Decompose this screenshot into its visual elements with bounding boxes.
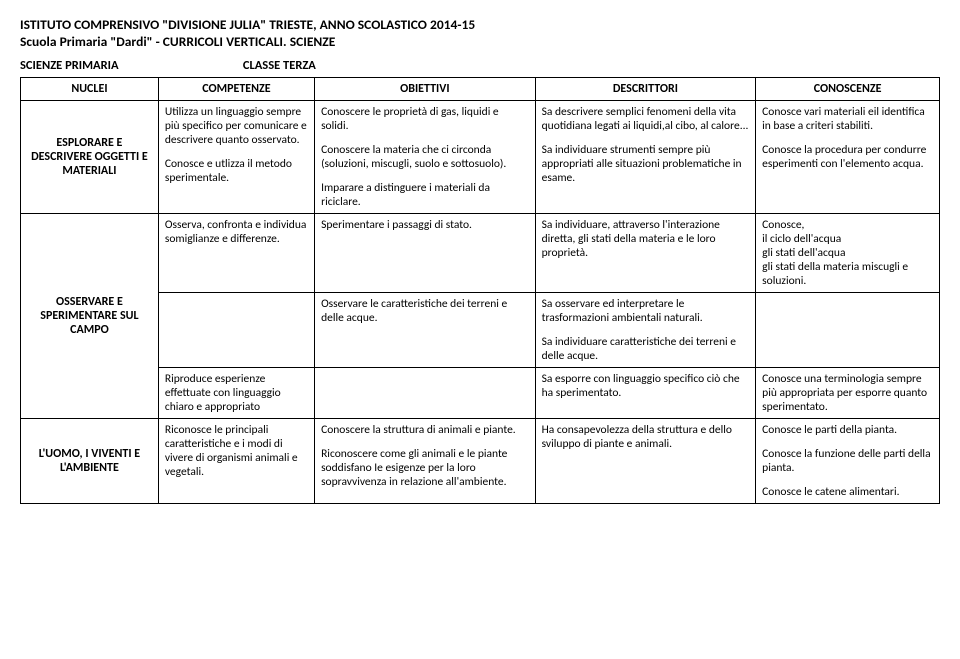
- obiettivi-cell: [315, 368, 536, 419]
- cell-text: Sa individuare caratteristiche dei terre…: [542, 335, 750, 363]
- curriculum-table: NUCLEI COMPETENZE OBIETTIVI DESCRITTORI …: [20, 77, 940, 504]
- descrittori-cell: Sa esporre con linguaggio specifico ciò …: [535, 368, 756, 419]
- descrittori-cell: Sa individuare, attraverso l'interazione…: [535, 214, 756, 293]
- th-descrittori: DESCRITTORI: [535, 78, 756, 101]
- competenze-cell: Riproduce esperienze effettuate con ling…: [158, 368, 314, 419]
- subheader: SCIENZE PRIMARIA CLASSE TERZA: [20, 58, 940, 73]
- cell-text: Sa osservare ed interpretare le trasform…: [542, 297, 750, 325]
- cell-text: Conosce una terminologia sempre più appr…: [762, 372, 933, 414]
- cell-text: Riproduce esperienze effettuate con ling…: [165, 372, 308, 414]
- th-nuclei: NUCLEI: [21, 78, 159, 101]
- obiettivi-cell: Conoscere la struttura di animali e pian…: [315, 419, 536, 504]
- descrittori-cell: Sa osservare ed interpretare le trasform…: [535, 293, 756, 368]
- competenze-cell: Osserva, confronta e individua somiglian…: [158, 214, 314, 293]
- th-conoscenze: CONOSCENZE: [756, 78, 940, 101]
- cell-text: Osservare le caratteristiche dei terreni…: [321, 297, 529, 325]
- cell-text: Conosce e utlizza il metodo sperimentale…: [165, 157, 308, 185]
- cell-text: Sperimentare i passaggi di stato.: [321, 218, 529, 232]
- nucleo-cell: OSSERVARE E SPERIMENTARE SUL CAMPO: [21, 214, 159, 419]
- cell-text: Conoscere la materia che ci circonda (so…: [321, 143, 529, 171]
- table-row: Riproduce esperienze effettuate con ling…: [21, 368, 940, 419]
- cell-text: Conoscere la struttura di animali e pian…: [321, 423, 529, 437]
- cell-text: Conosce le catene alimentari.: [762, 485, 933, 499]
- obiettivi-cell: Osservare le caratteristiche dei terreni…: [315, 293, 536, 368]
- cell-text: Conosce,: [762, 218, 804, 232]
- competenze-cell: [158, 293, 314, 368]
- cell-text: gli stati dell'acqua: [762, 246, 845, 260]
- conoscenze-cell: Conosce, il ciclo dell'acqua gli stati d…: [756, 214, 940, 293]
- subheader-right: CLASSE TERZA: [243, 58, 316, 73]
- conoscenze-cell: [756, 293, 940, 368]
- cell-text: Sa individuare strumenti sempre più appr…: [542, 143, 750, 185]
- header-line-1: ISTITUTO COMPRENSIVO "DIVISIONE JULIA" T…: [20, 16, 940, 33]
- header-line-2: Scuola Primaria "Dardi" - CURRICOLI VERT…: [20, 33, 940, 50]
- cell-text: Conosce la procedura per condurre esperi…: [762, 143, 933, 171]
- obiettivi-cell: Sperimentare i passaggi di stato.: [315, 214, 536, 293]
- table-row: Osservare le caratteristiche dei terreni…: [21, 293, 940, 368]
- page-header: ISTITUTO COMPRENSIVO "DIVISIONE JULIA" T…: [20, 16, 940, 50]
- cell-text: Osserva, confronta e individua somiglian…: [165, 218, 308, 246]
- descrittori-cell: Ha consapevolezza della struttura e dell…: [535, 419, 756, 504]
- table-header-row: NUCLEI COMPETENZE OBIETTIVI DESCRITTORI …: [21, 78, 940, 101]
- cell-text: Riconosce le principali caratteristiche …: [165, 423, 308, 479]
- nucleo-cell: ESPLORARE E DESCRIVERE OGGETTI E MATERIA…: [21, 101, 159, 214]
- cell-text: Sa descrivere semplici fenomeni della vi…: [542, 105, 750, 133]
- cell-text: Utilizza un linguaggio sempre più specif…: [165, 105, 308, 147]
- conoscenze-cell: Conosce vari materiali eil identifica in…: [756, 101, 940, 214]
- cell-text: gli stati della materia miscugli e soluz…: [762, 260, 908, 288]
- subheader-left: SCIENZE PRIMARIA: [20, 58, 240, 73]
- table-row: OSSERVARE E SPERIMENTARE SUL CAMPO Osser…: [21, 214, 940, 293]
- table-row: ESPLORARE E DESCRIVERE OGGETTI E MATERIA…: [21, 101, 940, 214]
- conoscenze-cell: Conosce una terminologia sempre più appr…: [756, 368, 940, 419]
- cell-text: Conosce le parti della pianta.: [762, 423, 933, 437]
- cell-text: Riconoscere come gli animali e le piante…: [321, 447, 529, 489]
- cell-text: Conosce vari materiali eil identifica in…: [762, 105, 933, 133]
- cell-text: Imparare a distinguere i materiali da ri…: [321, 181, 529, 209]
- nucleo-cell: L'UOMO, I VIVENTI E L'AMBIENTE: [21, 419, 159, 504]
- obiettivi-cell: Conoscere le proprietà di gas, liquidi e…: [315, 101, 536, 214]
- cell-text: Sa esporre con linguaggio specifico ciò …: [542, 372, 750, 400]
- cell-text: Sa individuare, attraverso l'interazione…: [542, 218, 750, 260]
- cell-text: Conosce la funzione delle parti della pi…: [762, 447, 933, 475]
- competenze-cell: Riconosce le principali caratteristiche …: [158, 419, 314, 504]
- descrittori-cell: Sa descrivere semplici fenomeni della vi…: [535, 101, 756, 214]
- cell-text: Conoscere le proprietà di gas, liquidi e…: [321, 105, 529, 133]
- table-row: L'UOMO, I VIVENTI E L'AMBIENTE Riconosce…: [21, 419, 940, 504]
- competenze-cell: Utilizza un linguaggio sempre più specif…: [158, 101, 314, 214]
- conoscenze-cell: Conosce le parti della pianta. Conosce l…: [756, 419, 940, 504]
- cell-text: Ha consapevolezza della struttura e dell…: [542, 423, 750, 451]
- th-competenze: COMPETENZE: [158, 78, 314, 101]
- th-obiettivi: OBIETTIVI: [315, 78, 536, 101]
- cell-text: il ciclo dell'acqua: [762, 232, 841, 246]
